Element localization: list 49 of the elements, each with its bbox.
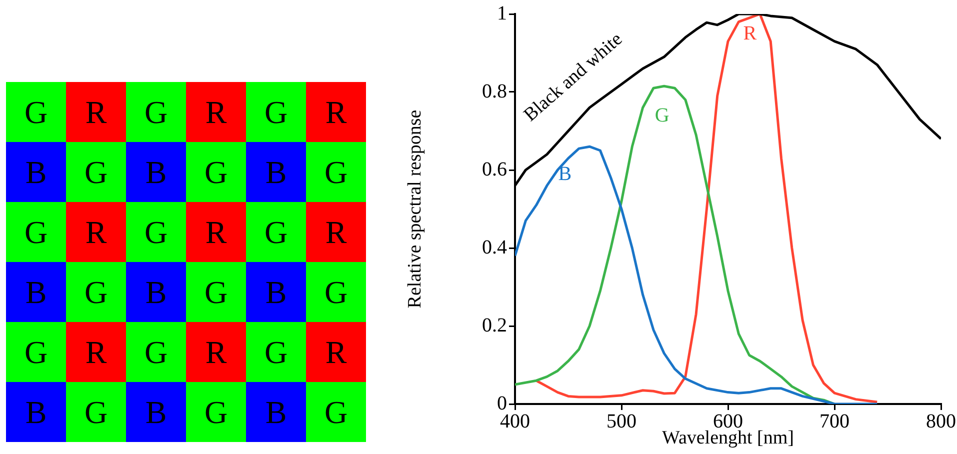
text: G bbox=[6, 202, 66, 262]
text: R bbox=[186, 82, 246, 142]
y-tick-label: 0.4 bbox=[482, 236, 507, 258]
x-tick-label: 800 bbox=[926, 410, 956, 432]
text: B bbox=[246, 262, 306, 322]
y-axis-title: Relative spectral response bbox=[404, 110, 426, 308]
series-label: G bbox=[654, 104, 670, 126]
text: G bbox=[126, 202, 186, 262]
text: G bbox=[246, 202, 306, 262]
text: B bbox=[6, 262, 66, 322]
y-tick-label: 0.8 bbox=[482, 80, 507, 102]
text: R bbox=[306, 322, 366, 382]
text: B bbox=[6, 142, 66, 202]
text: G bbox=[66, 142, 126, 202]
text: G bbox=[6, 322, 66, 382]
x-tick-label: 500 bbox=[606, 410, 636, 432]
x-axis-title: Wavelenght [nm] bbox=[662, 428, 794, 449]
text: G bbox=[306, 142, 366, 202]
text: R bbox=[186, 202, 246, 262]
text: R bbox=[306, 82, 366, 142]
text: G bbox=[66, 382, 126, 442]
text: B bbox=[246, 382, 306, 442]
text: B bbox=[126, 262, 186, 322]
text: R bbox=[306, 202, 366, 262]
text: G bbox=[186, 142, 246, 202]
y-tick-label: 1 bbox=[497, 2, 507, 24]
text: B bbox=[6, 382, 66, 442]
text: G bbox=[306, 262, 366, 322]
y-tick-label: 0.6 bbox=[482, 158, 507, 180]
y-tick-label: 0.2 bbox=[482, 314, 507, 336]
text: G bbox=[306, 382, 366, 442]
text: G bbox=[246, 82, 306, 142]
text: G bbox=[66, 262, 126, 322]
series-label: B bbox=[558, 162, 572, 185]
text: B bbox=[246, 142, 306, 202]
text: G bbox=[246, 322, 306, 382]
text: B bbox=[126, 382, 186, 442]
text: R bbox=[66, 202, 126, 262]
text: G bbox=[126, 82, 186, 142]
series-label: R bbox=[743, 22, 758, 44]
text: G bbox=[186, 262, 246, 322]
text: R bbox=[66, 82, 126, 142]
text: R bbox=[186, 322, 246, 382]
text: G bbox=[126, 322, 186, 382]
x-tick-label: 700 bbox=[820, 410, 850, 432]
text: G bbox=[186, 382, 246, 442]
text: G bbox=[6, 82, 66, 142]
text: B bbox=[126, 142, 186, 202]
text: R bbox=[66, 322, 126, 382]
